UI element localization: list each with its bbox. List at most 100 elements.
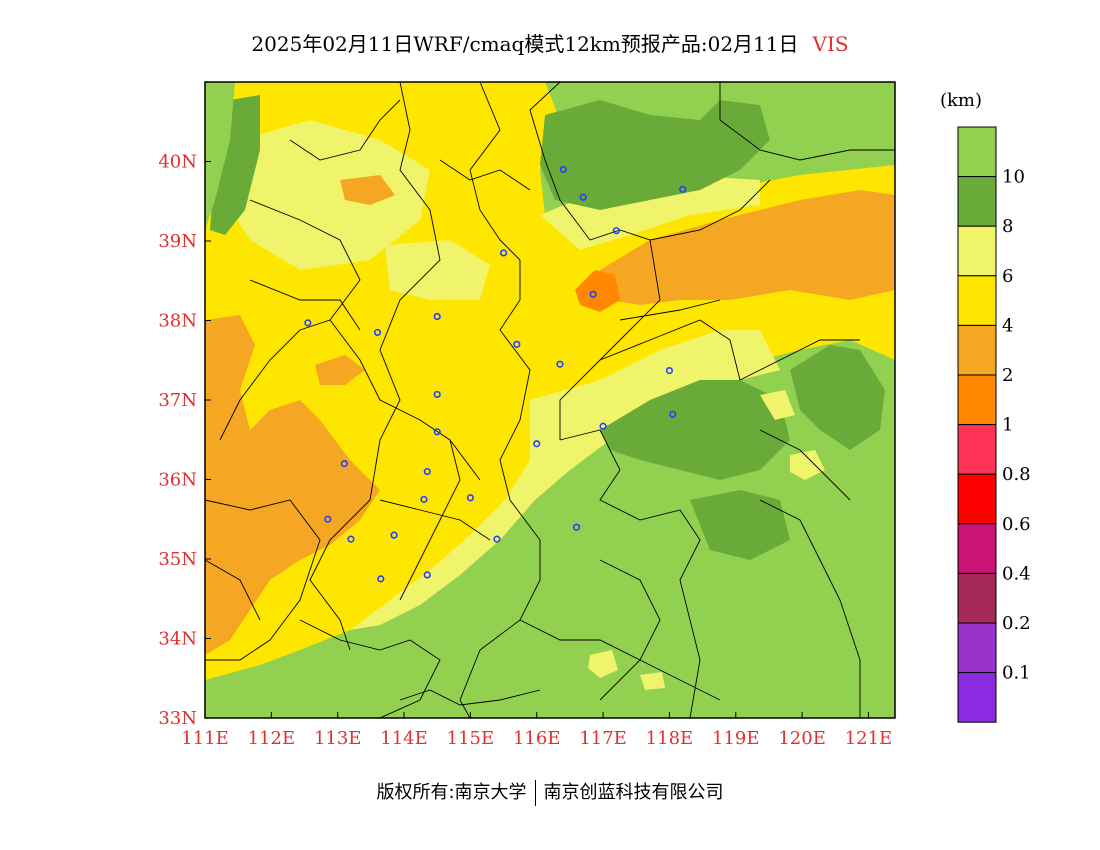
lat-tick-label: 38N [158,311,197,332]
city-station-marker [433,428,441,436]
legend-swatch [957,672,997,723]
footer: 版权所有:南京大学 南京创蓝科技有限公司 [0,778,1100,806]
lon-tick-label: 120E [778,728,826,749]
vis-class-6-8-spot-a [588,650,618,678]
vis-class-8-10-east [790,345,885,450]
legend-swatch [957,424,997,475]
lon-tick-label: 111E [181,728,229,749]
city-station-marker [423,571,431,579]
footer-separator [534,780,536,806]
legend-swatch [957,324,997,376]
legend-label: 0.6 [1002,514,1031,535]
lon-tick-label: 117E [579,728,627,749]
axis-ticks: 111E 112E 113E 114E 115E 116E 117E 118E 119E 120E… [158,152,892,750]
legend-label: 0.1 [1002,663,1031,684]
admin-boundaries [205,82,895,718]
city-station-marker [669,410,677,418]
vis-class-2-4-spot2 [315,355,365,385]
lon-tick-label: 114E [380,728,428,749]
vis-class-6-8-spot-c [790,450,825,480]
vis-class-gt10-northeast [700,82,895,180]
vis-class-6-8-central [385,240,490,300]
lon-tick-label: 113E [314,728,362,749]
lon-tick-label: 115E [447,728,495,749]
city-station-marker [499,249,508,257]
title-main: 2025年02月11日WRF/cmaq模式12km预报产品:02月11日 [251,32,799,56]
city-station-marker [612,227,620,235]
lon-tick-label: 112E [248,728,296,749]
legend-swatch [957,126,997,178]
lat-tick-label: 33N [158,708,197,729]
vis-class-8-10-north [540,100,770,210]
legend-label: 1 [1002,415,1013,436]
legend-swatch [957,572,997,624]
visibility-field [205,82,895,718]
city-station-marker [513,340,521,348]
city-station-marker [423,467,431,476]
vis-class-2-4-spot [340,175,395,205]
legend-swatch [957,275,997,326]
vis-class-6-8-north [225,120,430,270]
lat-tick-label: 37N [158,390,197,411]
city-station-marker [466,494,474,502]
city-station-marker [572,523,581,531]
city-station-marker [377,575,385,583]
legend-swatch [957,523,997,574]
city-station-marker [579,193,587,201]
vis-class-6-8-band [350,330,780,630]
vis-class-8-10-shandong [600,380,790,480]
lat-tick-label: 39N [158,231,197,252]
legend-label: 0.8 [1002,464,1031,485]
city-station-marker [340,460,348,468]
footer-company: 南京创蓝科技有限公司 [543,782,724,803]
vis-class-8-10-south [690,490,790,560]
city-station-marker [493,535,501,543]
lon-tick-label: 121E [845,728,893,749]
city-station-marker [433,312,441,321]
vis-class-6-8-spot-b [640,672,665,690]
legend-label: 0.2 [1002,613,1031,634]
city-station-marker [390,531,398,539]
vis-class-1-2-spot [575,270,620,312]
city-station-marker [533,440,541,448]
city-station-marker [324,515,332,523]
lat-tick-label: 34N [158,629,197,650]
lon-tick-label: 118E [646,728,694,749]
legend-unit: (km) [940,90,983,111]
city-station-marker [559,165,567,174]
lon-tick-label: 119E [712,728,760,749]
chart-title: 2025年02月11日WRF/cmaq模式12km预报产品:02月11日 VIS [0,28,1100,57]
lat-tick-label: 36N [158,470,197,491]
city-station-marker [433,390,441,399]
legend-label: 6 [1002,266,1013,287]
legend-swatch [957,176,997,227]
legend-label: 2 [1002,365,1013,386]
legend-swatch [957,225,997,277]
lon-tick-label: 116E [513,728,561,749]
vis-class-6-8-spot-d [760,390,795,420]
city-station-marker [665,366,674,375]
station-markers [304,165,687,583]
legend-label: 0.4 [1002,563,1031,584]
legend-swatch [957,374,997,426]
city-station-marker [304,319,312,327]
legend-swatch [957,473,997,525]
legend-swatch [957,622,997,674]
legend: 10 8 6 4 2 1 0.8 0.6 0.4 0.2 0.1 [957,126,1031,723]
city-station-marker [347,535,355,543]
lat-tick-label: 40N [158,152,197,173]
city-station-marker [599,422,607,430]
city-station-marker [679,185,687,193]
title-variable: VIS [812,32,849,56]
vis-class-2-4-west [205,315,380,655]
footer-copyright: 版权所有:南京大学 [376,782,527,803]
city-station-marker [556,360,564,368]
vis-class-2-4-bohai [600,190,895,305]
city-station-marker [420,495,428,503]
city-station-marker [373,328,382,337]
city-station-marker [589,290,597,298]
legend-label: 4 [1002,315,1013,336]
vis-class-gt10-west-edge [205,82,235,230]
lat-tick-label: 35N [158,549,197,570]
legend-label: 10 [1002,167,1025,188]
